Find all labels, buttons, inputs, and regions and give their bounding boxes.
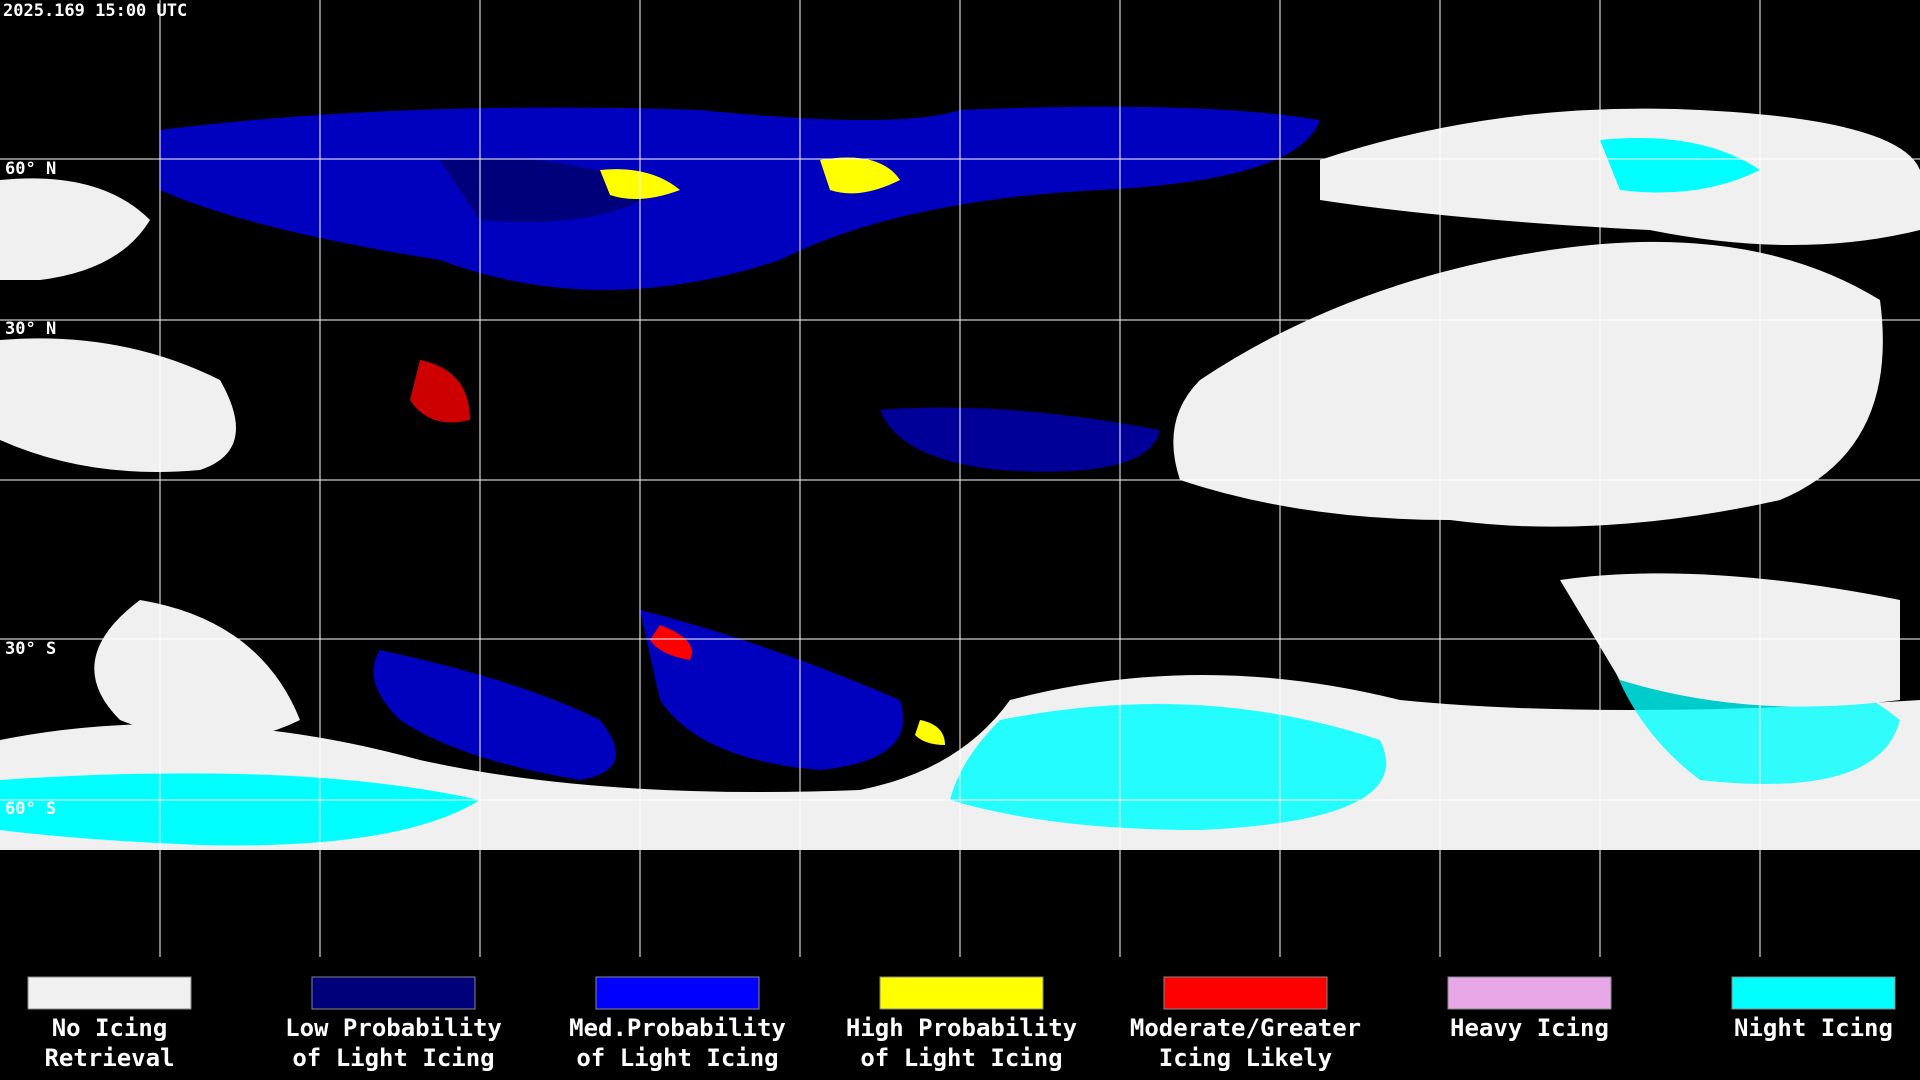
legend-label: Moderate/Greater <box>1130 1014 1361 1042</box>
timestamp: 2025.169 15:00 UTC <box>3 1 187 21</box>
legend-label: Night Icing <box>1734 1014 1893 1042</box>
icing-region <box>915 720 945 745</box>
cloud-region <box>94 600 301 740</box>
latitude-label: 30° N <box>5 319 56 339</box>
legend-swatch <box>1447 976 1612 1010</box>
latitude-label: 30° S <box>5 639 56 659</box>
legend-label: Med.Probability <box>569 1014 786 1042</box>
legend-label: Retrieval <box>44 1044 174 1072</box>
night-icing <box>0 773 480 846</box>
icing-region <box>160 106 1320 291</box>
latitude-label: 60° N <box>5 159 56 179</box>
legend-swatch <box>879 976 1044 1010</box>
legend-swatch <box>1731 976 1896 1010</box>
night-icing <box>950 704 1387 830</box>
cloud-region <box>1560 573 1900 707</box>
graticule <box>0 0 1920 957</box>
cloud-region <box>0 338 236 472</box>
legend-label: Icing Likely <box>1159 1044 1332 1072</box>
legend-swatch <box>27 976 192 1010</box>
latitude-labels: 60° N 30° N 30° S 60° S <box>5 159 56 819</box>
legend-label: Low Probability <box>285 1014 502 1042</box>
legend-swatch <box>595 976 760 1010</box>
legend-label: Heavy Icing <box>1450 1014 1609 1042</box>
legend-label: High Probability <box>846 1014 1077 1042</box>
cloud-region <box>0 178 150 280</box>
icing-region <box>640 610 904 770</box>
icing-region <box>820 157 900 194</box>
legend-swatch <box>311 976 476 1010</box>
legend-label: of Light Icing <box>292 1044 494 1072</box>
night-icing <box>1600 138 1760 193</box>
icing-region <box>373 650 616 780</box>
legend-label: No Icing <box>52 1014 168 1042</box>
legend-label: of Light Icing <box>860 1044 1062 1072</box>
icing-region <box>880 407 1160 472</box>
cloud-region <box>1173 241 1883 527</box>
icing-region <box>410 360 470 423</box>
latitude-label: 60° S <box>5 799 56 819</box>
legend-swatch <box>1163 976 1328 1010</box>
legend-label: of Light Icing <box>576 1044 778 1072</box>
icing-region <box>650 625 692 660</box>
